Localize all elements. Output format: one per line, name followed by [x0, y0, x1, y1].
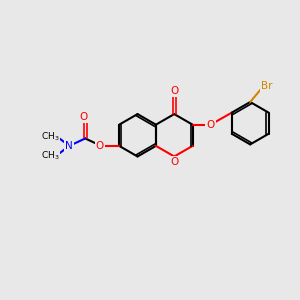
Text: Br: Br	[261, 81, 272, 91]
Text: O: O	[96, 141, 104, 151]
Text: CH$_3$: CH$_3$	[41, 130, 59, 142]
Text: O: O	[170, 157, 178, 167]
Text: CH$_3$: CH$_3$	[41, 149, 59, 162]
Text: O: O	[171, 86, 179, 96]
Text: O: O	[80, 112, 88, 122]
Text: N: N	[65, 141, 73, 151]
Text: O: O	[206, 120, 215, 130]
